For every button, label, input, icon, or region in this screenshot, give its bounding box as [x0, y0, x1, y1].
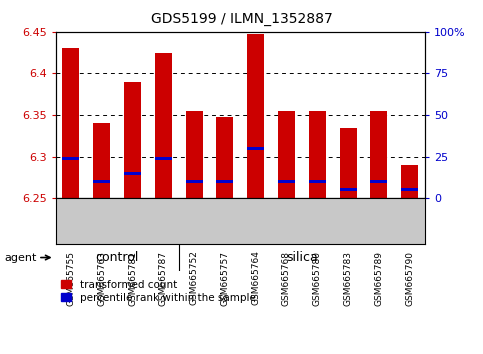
Bar: [278, 111, 295, 198]
Text: GDS5199 / ILMN_1352887: GDS5199 / ILMN_1352887: [151, 12, 332, 27]
Bar: [309, 111, 326, 198]
Bar: [93, 123, 110, 198]
Bar: [247, 147, 264, 150]
Bar: [62, 157, 79, 160]
Bar: [309, 180, 326, 183]
Bar: [401, 188, 418, 192]
Bar: [62, 48, 79, 198]
Bar: [370, 180, 387, 183]
Legend: transformed count, percentile rank within the sample: transformed count, percentile rank withi…: [61, 280, 256, 303]
Bar: [216, 117, 233, 198]
Bar: [124, 172, 141, 175]
Bar: [155, 157, 172, 160]
Bar: [340, 127, 356, 198]
Bar: [185, 111, 202, 198]
Bar: [185, 180, 202, 183]
Bar: [216, 180, 233, 183]
Bar: [370, 111, 387, 198]
Bar: [155, 53, 172, 198]
Text: agent: agent: [5, 252, 37, 263]
Bar: [247, 34, 264, 198]
Bar: [278, 180, 295, 183]
Text: silica: silica: [286, 251, 318, 264]
Bar: [340, 188, 356, 192]
Bar: [401, 165, 418, 198]
Bar: [93, 180, 110, 183]
Bar: [124, 82, 141, 198]
Text: control: control: [96, 251, 139, 264]
